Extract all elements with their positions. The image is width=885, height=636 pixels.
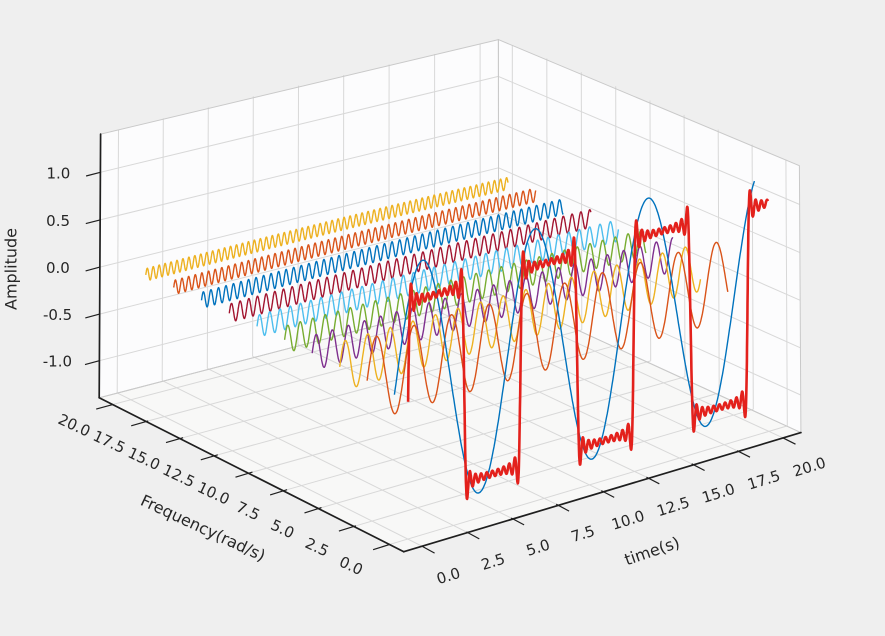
y-tick — [269, 489, 288, 496]
y-tick — [235, 471, 253, 478]
grid-line-y-wall — [615, 86, 617, 346]
y-tick-label: 7.5 — [233, 498, 262, 524]
z-tick — [85, 266, 101, 272]
grid-line-y-wall — [649, 100, 652, 361]
z-tick-label: 0.5 — [46, 212, 70, 230]
tick-marks — [84, 171, 796, 554]
grid-line-x-floor — [388, 320, 692, 465]
z-tick — [85, 219, 101, 225]
y-tick-label: 17.5 — [90, 427, 128, 457]
grid-line-z-left-wall — [100, 75, 499, 173]
x-tick — [421, 545, 435, 554]
z-axis-spine — [98, 133, 102, 399]
y-tick — [96, 403, 114, 410]
grid-line-x-wall — [252, 96, 254, 357]
grid-line-x-wall — [161, 118, 164, 381]
x-tick-label: 0.0 — [434, 564, 462, 588]
x-axis-spine — [402, 431, 802, 553]
z-tick-label: 1.0 — [46, 164, 70, 182]
grid-line-y-wall — [683, 114, 686, 377]
z-tick — [84, 360, 100, 366]
z-tick-label: -0.5 — [43, 306, 72, 324]
grid-line-y-floor — [286, 376, 686, 491]
y-tick-label: 20.0 — [55, 410, 93, 440]
y-tick — [131, 420, 149, 427]
grid-line-x-floor — [207, 367, 512, 519]
grid-line-y-floor — [217, 344, 617, 456]
x-tick-label: 7.5 — [569, 522, 597, 546]
y-tick-label: 15.0 — [125, 444, 163, 474]
grid-line-y-floor — [252, 360, 651, 473]
grid-line-x-floor — [343, 332, 647, 478]
y-tick — [372, 543, 391, 551]
grid-line-z-left-wall — [99, 212, 499, 315]
x-tick-label: 20.0 — [791, 454, 828, 481]
x-tick — [510, 517, 525, 526]
y-tick — [338, 525, 357, 532]
z-tick — [85, 313, 100, 319]
x-tick — [601, 490, 615, 498]
grid-line-x-floor — [116, 392, 422, 547]
pane-floor — [99, 293, 801, 552]
x-tick-label: 10.0 — [609, 507, 646, 534]
y-tick — [200, 454, 218, 461]
wave-line-w11 — [256, 220, 620, 337]
grid-line-y-wall — [717, 129, 720, 393]
z-axis-label: Amplitude — [1, 228, 21, 310]
z-tick — [85, 171, 101, 177]
z-tick-label: 0.0 — [46, 259, 70, 277]
y-axis-spine — [98, 396, 405, 553]
grid-line-y-wall — [580, 72, 583, 330]
grid-line-z-right-wall — [498, 121, 801, 254]
pane-left-wall — [99, 39, 499, 398]
x-tick — [555, 503, 570, 512]
x-tick-label: 15.0 — [700, 480, 737, 507]
axes — [98, 133, 802, 553]
y-tick-label: 10.0 — [195, 478, 233, 508]
x-tick — [736, 450, 751, 458]
grid-line-x-wall — [206, 107, 209, 369]
x-tick-label: 2.5 — [479, 550, 507, 574]
wave-line-w9 — [283, 229, 647, 352]
x-tick-label: 12.5 — [655, 493, 692, 520]
grid-line-y-floor — [148, 314, 548, 422]
grid-line-y-floor — [389, 425, 788, 545]
y-tick-label: 2.5 — [302, 534, 331, 560]
x-tick-label: 5.0 — [524, 536, 552, 560]
grid-line-x-floor — [479, 297, 783, 439]
grid — [99, 43, 801, 547]
grid-line-x-wall — [116, 129, 119, 393]
grid-line-x-floor — [161, 380, 467, 533]
wave-line-w15 — [200, 199, 564, 308]
wave-line-w13 — [228, 208, 592, 322]
y-tick-label: 0.0 — [336, 553, 365, 579]
x-tick — [646, 476, 660, 485]
y-tick-label: 5.0 — [268, 516, 297, 542]
x-tick-label: 17.5 — [745, 467, 782, 494]
grid-line-x-floor — [434, 309, 738, 452]
grid-line-z-left-wall — [99, 121, 499, 221]
z-tick-label: -1.0 — [43, 353, 72, 371]
x-tick — [466, 531, 480, 540]
pane-edge — [497, 38, 802, 434]
grid-line-y-floor — [355, 408, 754, 527]
x-tick — [782, 437, 796, 445]
y-tick — [165, 437, 184, 444]
wave-line-w17 — [173, 188, 537, 294]
wave-line-w3 — [366, 241, 729, 415]
sum-wave-line — [406, 189, 770, 501]
grid-line-z-right-wall — [498, 257, 801, 396]
y-tick-label: 12.5 — [160, 461, 198, 491]
grid-line-y-wall — [785, 159, 788, 426]
grid-line-x-floor — [252, 355, 557, 505]
x-tick — [691, 463, 705, 472]
wave-line-w19 — [145, 176, 509, 281]
grid-line-z-right-wall — [498, 75, 800, 205]
grid-line-z-left-wall — [99, 167, 499, 268]
y-tick — [304, 507, 322, 514]
